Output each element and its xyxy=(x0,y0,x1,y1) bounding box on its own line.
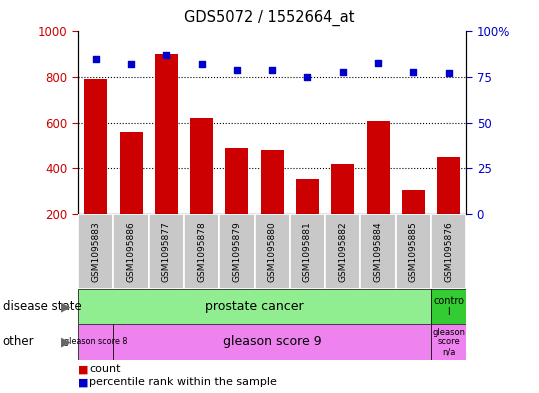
Point xyxy=(338,68,347,75)
Bar xyxy=(367,121,390,214)
Bar xyxy=(113,324,431,360)
Text: gleason score 9: gleason score 9 xyxy=(223,335,321,349)
Point xyxy=(303,74,312,80)
Text: GSM1095879: GSM1095879 xyxy=(232,221,241,282)
Point xyxy=(233,67,241,73)
Point xyxy=(268,67,277,73)
Text: GSM1095886: GSM1095886 xyxy=(127,221,136,282)
Text: ■: ■ xyxy=(78,377,88,387)
Text: GSM1095877: GSM1095877 xyxy=(162,221,171,282)
Bar xyxy=(325,214,361,289)
Bar xyxy=(113,214,149,289)
Text: GSM1095880: GSM1095880 xyxy=(268,221,277,282)
Text: prostate cancer: prostate cancer xyxy=(205,300,304,313)
Text: GSM1095876: GSM1095876 xyxy=(444,221,453,282)
Point xyxy=(409,68,418,75)
Text: contro
l: contro l xyxy=(433,296,464,317)
Bar xyxy=(361,214,396,289)
Text: gleason
score
n/a: gleason score n/a xyxy=(432,328,465,356)
Text: count: count xyxy=(89,364,120,375)
Bar xyxy=(78,214,113,289)
Text: percentile rank within the sample: percentile rank within the sample xyxy=(89,377,277,387)
Bar xyxy=(296,179,319,214)
Point xyxy=(197,61,206,68)
Point xyxy=(127,61,135,68)
Point xyxy=(444,70,453,77)
Bar xyxy=(120,132,142,214)
Bar xyxy=(261,150,284,214)
Text: GSM1095878: GSM1095878 xyxy=(197,221,206,282)
Bar xyxy=(78,324,113,360)
Text: GSM1095881: GSM1095881 xyxy=(303,221,312,282)
Text: GSM1095883: GSM1095883 xyxy=(91,221,100,282)
Bar xyxy=(402,190,425,214)
Bar xyxy=(225,148,248,214)
Text: gleason score 8: gleason score 8 xyxy=(64,338,128,346)
Text: disease state: disease state xyxy=(3,300,81,313)
Bar xyxy=(84,79,107,214)
Text: other: other xyxy=(3,335,34,349)
Bar xyxy=(219,214,254,289)
Text: ■: ■ xyxy=(78,364,88,375)
Text: ▶: ▶ xyxy=(61,335,71,349)
Bar xyxy=(184,214,219,289)
Bar xyxy=(331,164,354,214)
Bar xyxy=(431,214,466,289)
Text: GSM1095882: GSM1095882 xyxy=(338,221,347,282)
Bar xyxy=(155,54,178,214)
Text: GSM1095885: GSM1095885 xyxy=(409,221,418,282)
Bar xyxy=(396,214,431,289)
Bar xyxy=(431,289,466,324)
Point xyxy=(162,52,171,58)
Text: GDS5072 / 1552664_at: GDS5072 / 1552664_at xyxy=(184,10,355,26)
Text: ▶: ▶ xyxy=(61,300,71,313)
Bar xyxy=(431,324,466,360)
Text: GSM1095884: GSM1095884 xyxy=(374,221,383,282)
Bar xyxy=(437,157,460,214)
Point xyxy=(92,56,100,62)
Bar xyxy=(254,214,290,289)
Bar xyxy=(149,214,184,289)
Point xyxy=(374,59,382,66)
Bar xyxy=(290,214,325,289)
Bar xyxy=(190,118,213,214)
